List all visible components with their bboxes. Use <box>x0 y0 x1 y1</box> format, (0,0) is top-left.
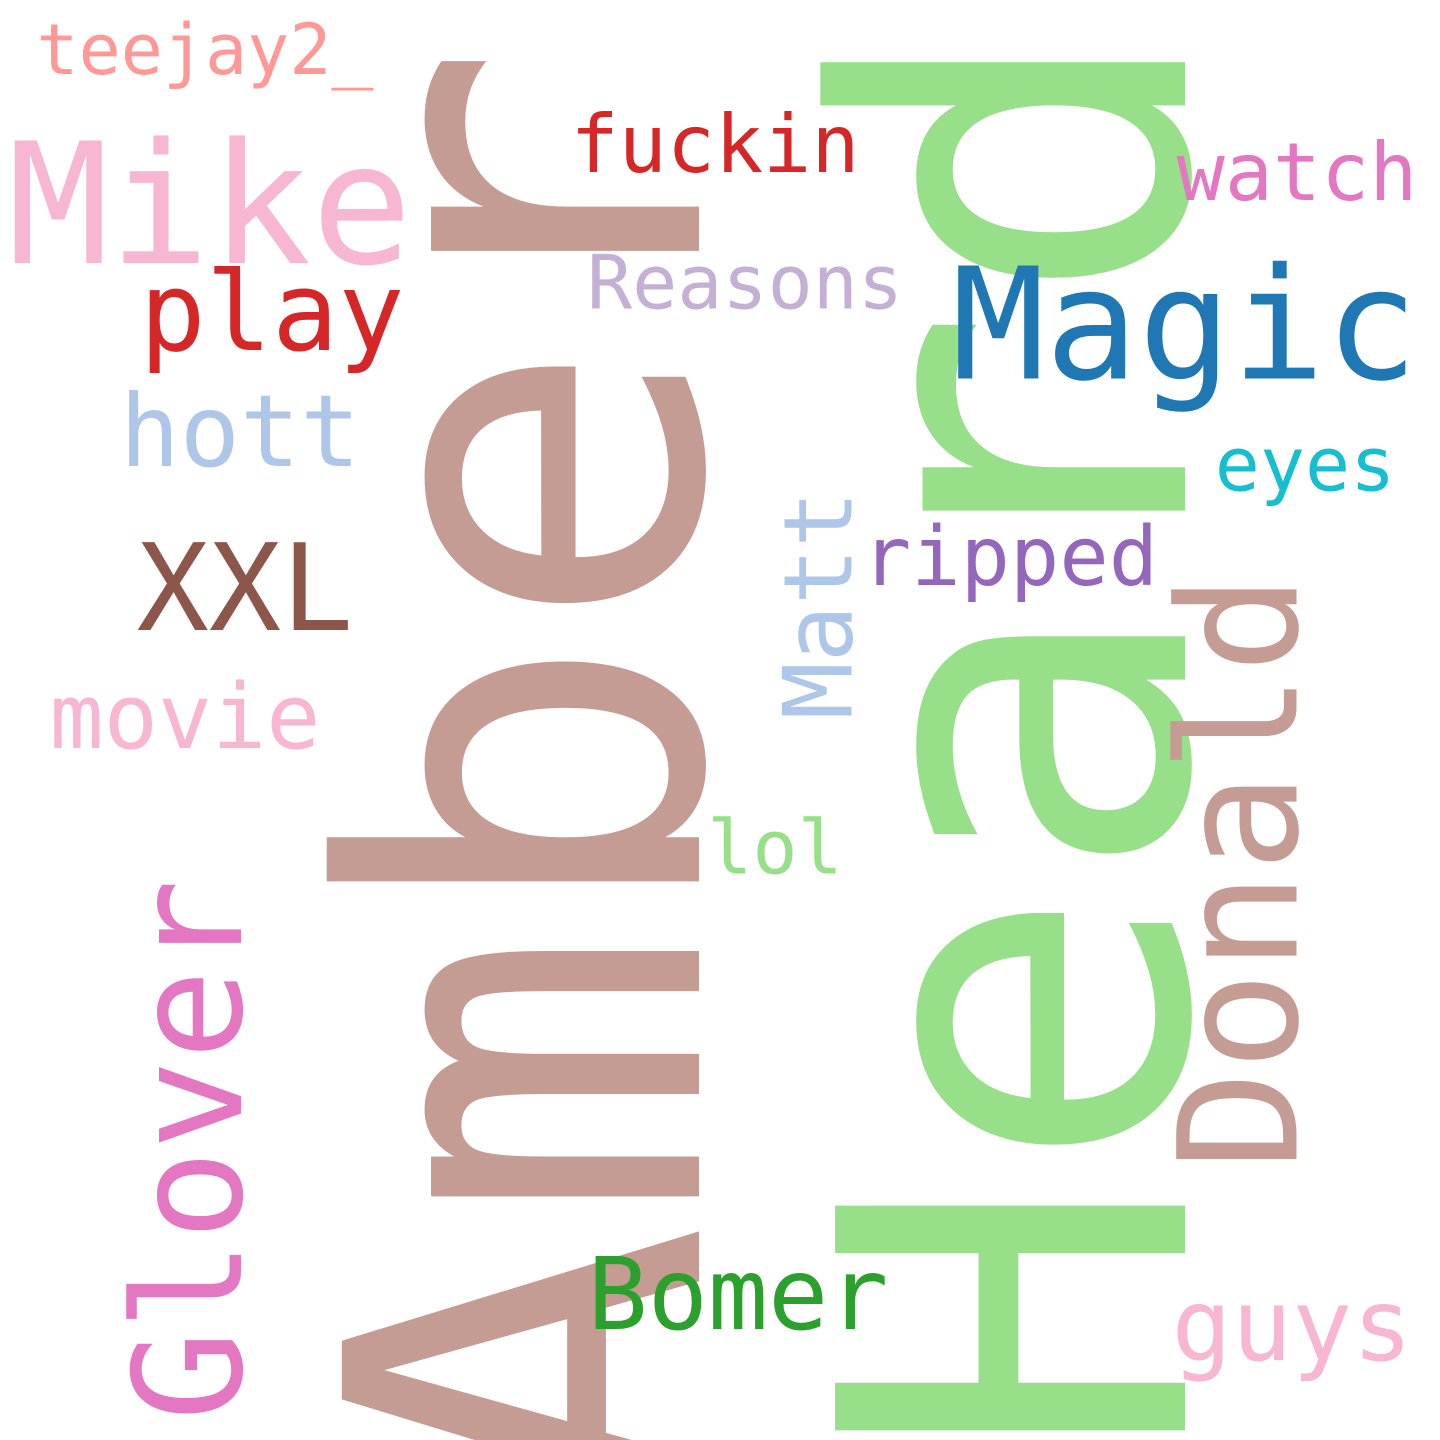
word-bomer: Bomer <box>587 1236 889 1353</box>
word-donald: Donald <box>1143 573 1336 1171</box>
word-play: play <box>139 248 405 376</box>
word-reasons: Reasons <box>586 238 904 327</box>
word-fuckin: fuckin <box>570 98 860 191</box>
word-guys: guys <box>1171 1267 1413 1384</box>
word-mike: Mike <box>7 107 413 303</box>
word-ripped: ripped <box>861 510 1159 605</box>
word-watch: watch <box>1176 126 1418 219</box>
word-xxl: XXL <box>136 520 354 659</box>
word-glover: Glover <box>103 879 277 1421</box>
word-movie: movie <box>49 665 321 770</box>
word-magic: Magic <box>951 234 1419 416</box>
word-matt: Matt <box>764 490 875 720</box>
word-teejay2: teejay2_ <box>36 9 374 91</box>
word-hott: hott <box>119 373 361 490</box>
word-lol: lol <box>707 803 843 892</box>
word-eyes: eyes <box>1214 420 1396 509</box>
